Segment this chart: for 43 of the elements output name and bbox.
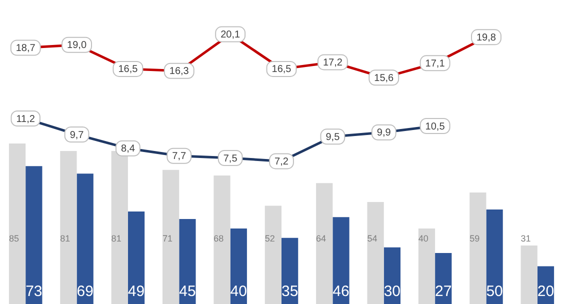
data-label: 35 [281, 283, 298, 300]
data-label: 49 [128, 283, 145, 300]
bar [367, 202, 384, 304]
data-label: 68 [214, 233, 224, 244]
data-label: 69 [76, 283, 94, 300]
data-label: 45 [179, 283, 196, 300]
bar [316, 183, 333, 304]
data-label: 85 [8, 233, 19, 244]
bar [486, 210, 503, 304]
bar [282, 238, 298, 304]
data-label: 64 [316, 233, 326, 244]
bar [8, 143, 26, 304]
data-label: 30 [384, 283, 401, 300]
data-label: 54 [367, 233, 378, 244]
data-label: 40 [230, 283, 247, 300]
data-label: 73 [26, 283, 42, 300]
bar [418, 228, 436, 304]
bar [214, 176, 230, 304]
data-label: 59 [470, 233, 480, 244]
bar [111, 151, 128, 304]
bar [520, 245, 538, 304]
data-label: 81 [60, 233, 70, 244]
bar [179, 219, 196, 304]
data-label: 50 [486, 283, 503, 300]
bar [435, 253, 452, 304]
bar [76, 174, 94, 304]
data-label: 31 [520, 233, 531, 244]
bar [384, 247, 400, 304]
data-label: 52 [264, 233, 275, 244]
data-label: 81 [111, 233, 122, 244]
bar [470, 192, 486, 304]
bar [60, 151, 77, 304]
bar [162, 170, 180, 304]
bar [230, 228, 247, 304]
data-label: 46 [332, 283, 350, 300]
data-label: 20 [537, 283, 554, 300]
bar [264, 206, 282, 304]
bar [26, 166, 42, 304]
data-label: 40 [418, 233, 428, 244]
bar [332, 217, 350, 304]
bar [128, 211, 145, 304]
data-label: 27 [435, 283, 452, 300]
data-label: 71 [162, 233, 172, 244]
